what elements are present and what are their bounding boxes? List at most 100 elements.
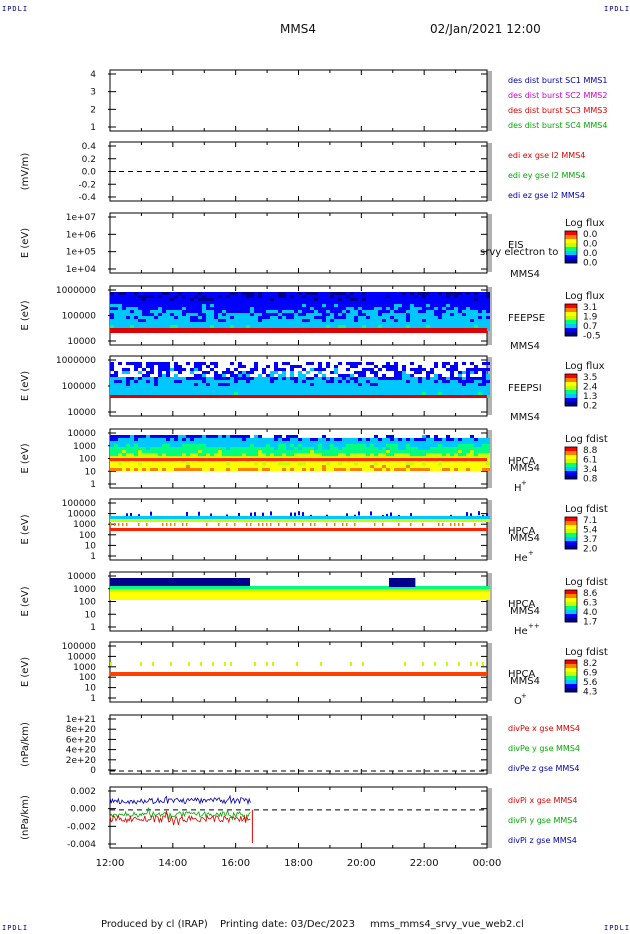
spec-cell xyxy=(450,371,454,374)
spec-cell xyxy=(238,450,242,453)
spec-cell xyxy=(254,295,258,298)
spec-cell xyxy=(190,310,194,313)
spec-cell xyxy=(118,578,122,586)
spec-cell xyxy=(474,365,478,368)
spec-cell xyxy=(250,592,254,597)
spec-cell xyxy=(438,386,442,389)
spec-cell xyxy=(126,462,130,465)
spec-cell xyxy=(286,589,290,592)
spec-cell xyxy=(462,295,466,298)
spec-cell xyxy=(242,377,246,380)
spec-cell xyxy=(218,295,222,298)
spec-cell xyxy=(426,377,430,380)
header-title: MMS4 xyxy=(280,22,316,36)
spec-cell xyxy=(118,319,122,322)
spec-cell xyxy=(326,292,330,295)
spec-cell xyxy=(178,519,182,522)
spec-cell xyxy=(270,371,274,374)
spec-cell xyxy=(374,386,378,389)
spec-cell xyxy=(114,316,118,319)
spec-cell xyxy=(162,380,166,383)
spec-cell xyxy=(226,578,230,586)
spec-cell xyxy=(146,301,150,304)
spec-cell xyxy=(486,597,490,600)
spec-cell xyxy=(110,307,114,310)
spec-cell xyxy=(450,298,454,301)
y-tick-label: -0.004 xyxy=(67,840,96,850)
spec-cell xyxy=(134,519,138,522)
spec-cell xyxy=(182,316,186,319)
spec-cell xyxy=(370,307,374,310)
spec-cell xyxy=(422,325,426,328)
spec-cell xyxy=(486,292,490,295)
spec-cell xyxy=(278,592,282,597)
spec-cell xyxy=(254,516,258,519)
spec-cell xyxy=(126,310,130,313)
spec-cell xyxy=(342,325,346,328)
spec-cell xyxy=(390,307,394,310)
spec-cell xyxy=(130,292,134,295)
spec-cell xyxy=(214,386,218,389)
spec-cell xyxy=(218,298,222,301)
spec-cell xyxy=(274,392,278,395)
spec-cell xyxy=(298,589,302,592)
spec-cell xyxy=(470,453,474,456)
spec-cell xyxy=(466,462,470,465)
spec-cell xyxy=(474,316,478,319)
spec-cell xyxy=(238,578,242,586)
spec-cell xyxy=(262,313,266,316)
spec-cell xyxy=(230,298,234,301)
colorbar-segment xyxy=(565,529,577,534)
spec-cell xyxy=(350,377,354,380)
spec-cell xyxy=(318,441,322,444)
colorbar-tick-label: 6.9 xyxy=(583,669,598,679)
spec-cell xyxy=(426,592,430,597)
spec-cell xyxy=(354,295,358,298)
spec-cell xyxy=(386,519,390,522)
spec-cell xyxy=(234,468,238,471)
spec-cell xyxy=(366,389,370,392)
spec-cell xyxy=(202,462,206,465)
spec-cell xyxy=(166,519,170,522)
spec-cell xyxy=(462,441,466,444)
spec-cell xyxy=(330,295,334,298)
spec-cell xyxy=(114,307,118,310)
spec-cell xyxy=(414,444,418,447)
spec-cell xyxy=(306,441,310,444)
spec-cell xyxy=(158,589,162,592)
spec-cell xyxy=(458,386,462,389)
spec-cell xyxy=(438,465,442,468)
spec-cell xyxy=(418,383,422,386)
y-axis-label: E (eV) xyxy=(20,371,31,401)
spec-cell xyxy=(206,383,210,386)
spec-cell xyxy=(294,298,298,301)
spec-cell xyxy=(326,592,330,597)
spec-cell xyxy=(314,456,318,459)
spec-cell xyxy=(174,438,178,441)
spec-cell xyxy=(162,292,166,295)
spec-cell xyxy=(282,325,286,328)
spec-cell xyxy=(186,304,190,307)
spec-cell xyxy=(122,441,126,444)
spec-cell xyxy=(194,435,198,438)
spec-cell xyxy=(418,307,422,310)
spec-cell xyxy=(166,392,170,395)
spec-cell xyxy=(134,462,138,465)
spec-cell xyxy=(378,316,382,319)
spec-cell xyxy=(358,589,362,592)
spec-cell xyxy=(346,362,350,365)
spec-cell xyxy=(438,389,442,392)
spec-cell xyxy=(462,523,464,526)
spec-cell xyxy=(170,523,172,526)
spec-cell xyxy=(206,316,210,319)
spec-cell xyxy=(266,519,270,522)
spec-cell xyxy=(110,444,114,447)
spec-cell xyxy=(262,301,266,304)
spec-cell xyxy=(210,519,214,522)
colorbar-segment xyxy=(565,668,577,673)
spec-cell xyxy=(370,447,374,450)
y-tick-label: 1e+05 xyxy=(66,248,96,258)
spec-cell xyxy=(198,456,202,459)
